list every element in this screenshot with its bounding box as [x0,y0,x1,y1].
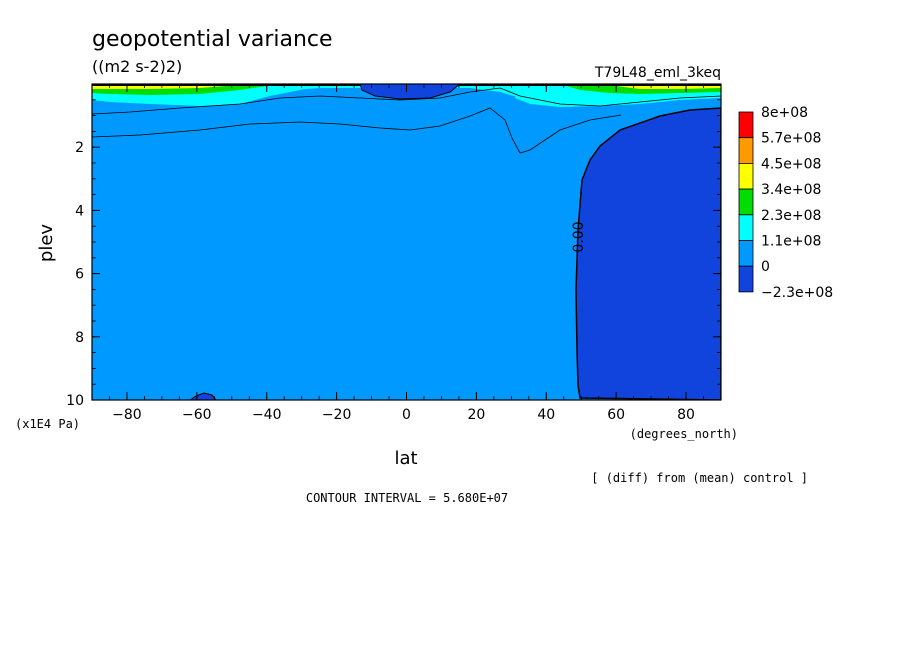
x-axis-units: (degrees_north) [630,427,738,441]
contour-label: 0.00 [571,221,587,252]
legend-swatch [738,214,754,241]
x-tick-label: −60 [182,407,212,423]
minor-ticks [91,84,722,401]
y-tick-label: 2 [75,140,84,156]
x-axis: −80 −60 −40 −20 0 20 40 60 80 [112,84,695,423]
run-label: T79L48_eml_3keq [594,65,721,81]
y-tick-label: 8 [75,330,84,346]
negative-top-center [359,84,461,100]
x-tick-label: 60 [607,407,625,423]
x-tick-label: 20 [467,407,485,423]
legend-label: 5.7e+08 [761,131,821,147]
legend-swatch [738,162,754,190]
x-tick-label: 40 [537,407,555,423]
legend-swatch [738,137,754,164]
contour-line-2 [92,107,622,154]
contour-interval: CONTOUR INTERVAL = 5.680E+07 [306,491,508,505]
contour-field [92,84,721,400]
y-tick-label: 4 [75,203,84,219]
y-axis-label: plev [36,224,57,263]
x-axis-label: lat [394,448,417,469]
diff-note: [ (diff) from (mean) control ] [591,471,808,485]
legend-swatch [738,111,754,139]
y-tick-label: 10 [66,393,84,409]
x-tick-label: −80 [112,407,142,423]
x-tick-label: 0 [402,407,411,423]
legend-swatch [738,188,754,216]
negative-region-right [575,107,721,400]
legend-label: −2.3e+08 [761,285,833,301]
y-axis: 2 4 6 8 10 [66,140,721,409]
y-tick-label: 6 [75,267,84,283]
chart-units: ((m2 s-2)2) [92,57,182,76]
y-axis-units: (x1E4 Pa) [15,417,80,431]
legend-label: 0 [761,259,770,275]
x-tick-label: 80 [677,407,695,423]
legend-swatch [738,240,754,267]
legend-swatch [738,265,754,293]
x-tick-label: −40 [252,407,282,423]
color-legend: 8e+08 5.7e+08 4.5e+08 3.4e+08 2.3e+08 1.1e+08… [738,105,833,301]
legend-label: 3.4e+08 [761,182,821,198]
legend-label: 8e+08 [761,105,808,121]
legend-label: 2.3e+08 [761,208,821,224]
legend-label: 1.1e+08 [761,234,821,250]
contour-line-1 [92,87,721,115]
chart-title: geopotential variance [92,27,333,52]
x-tick-label: −20 [322,407,352,423]
legend-label: 4.5e+08 [761,156,821,172]
